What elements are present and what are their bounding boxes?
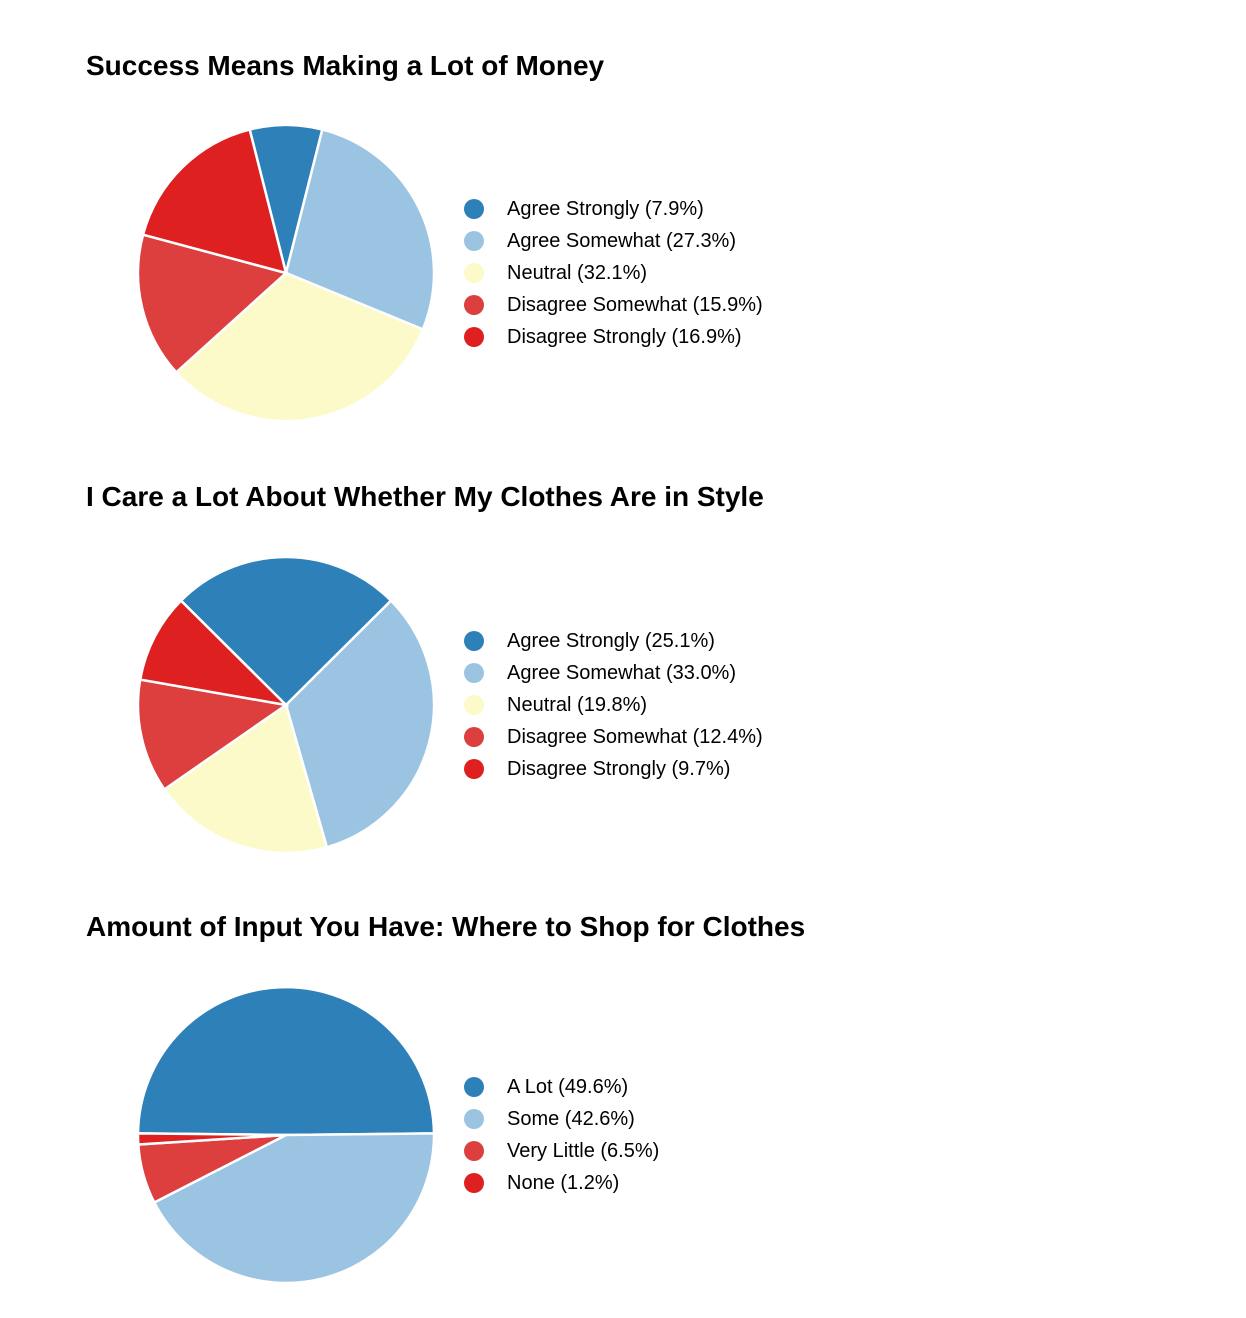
legend-label: Disagree Somewhat (15.9%) <box>507 293 763 316</box>
legend-swatch-icon <box>464 327 484 347</box>
legend-item-none: None (1.2%) <box>464 1167 659 1199</box>
pie-slice-neutral <box>162 702 329 855</box>
legend-label: Some (42.6%) <box>507 1107 635 1130</box>
pie-slice-disagree-somewhat <box>136 678 290 792</box>
legend-swatch-icon <box>464 1077 484 1097</box>
pie-slice-some <box>152 1132 436 1285</box>
legend-label: None (1.2%) <box>507 1171 620 1194</box>
legend-swatch-icon <box>464 1173 484 1193</box>
pie-slice-agree-somewhat <box>284 598 436 849</box>
legend-label: Very Little (6.5%) <box>507 1139 660 1162</box>
legend-item-disagree-strongly: Disagree Strongly (9.7%) <box>464 753 763 785</box>
pie-slice-disagree-strongly <box>138 598 290 707</box>
pie-slice-none <box>136 1132 287 1146</box>
legend-swatch-icon <box>464 631 484 651</box>
legend-item-agree-strongly: Agree Strongly (25.1%) <box>464 625 763 657</box>
legend-1: Agree Strongly (7.9%) Agree Somewhat (27.… <box>464 193 763 353</box>
legend-label: A Lot (49.6%) <box>507 1075 629 1098</box>
legend-item-agree-strongly: Agree Strongly (7.9%) <box>464 193 763 225</box>
legend-swatch-icon <box>464 695 484 715</box>
legend-label: Disagree Strongly (9.7%) <box>507 757 731 780</box>
legend-label: Neutral (32.1%) <box>507 261 648 284</box>
legend-swatch-icon <box>464 663 484 683</box>
pie-slice-agree-strongly <box>179 555 393 707</box>
legend-item-disagree-somewhat: Disagree Somewhat (15.9%) <box>464 289 763 321</box>
legend-item-agree-somewhat: Agree Somewhat (27.3%) <box>464 225 763 257</box>
legend-swatch-icon <box>464 759 484 779</box>
legend-label: Disagree Strongly (16.9%) <box>507 325 742 348</box>
legend-swatch-icon <box>464 727 484 747</box>
pie-chart-1 <box>136 123 436 423</box>
legend-3: A Lot (49.6%) Some (42.6%) Very Little (6.… <box>464 1071 659 1199</box>
pie-slice-agree-somewhat <box>284 128 436 332</box>
legend-label: Disagree Somewhat (12.4%) <box>507 725 763 748</box>
legend-label: Agree Strongly (25.1%) <box>507 629 715 652</box>
legend-swatch-icon <box>464 231 484 251</box>
pie-chart-2 <box>136 555 436 855</box>
legend-2: Agree Strongly (25.1%) Agree Somewhat (33… <box>464 625 763 785</box>
chart-1-title: Success Means Making a Lot of Money <box>86 50 605 81</box>
legend-item-very-little: Very Little (6.5%) <box>464 1135 659 1167</box>
pie-chart-3 <box>136 985 436 1285</box>
legend-label: Agree Somewhat (33.0%) <box>507 661 737 684</box>
legend-swatch-icon <box>464 295 484 315</box>
pie-slice-disagree-strongly <box>141 128 288 275</box>
pie-slice-a-lot <box>136 985 436 1137</box>
pie-slice-disagree-somewhat <box>136 233 289 375</box>
legend-item-agree-somewhat: Agree Somewhat (33.0%) <box>464 657 763 689</box>
chart-3-title: Amount of Input You Have: Where to Shop … <box>86 911 806 942</box>
pie-slice-neutral <box>174 271 425 423</box>
legend-item-neutral: Neutral (19.8%) <box>464 689 763 721</box>
legend-swatch-icon <box>464 199 484 219</box>
chart-2-title: I Care a Lot About Whether My Clothes Ar… <box>86 481 764 512</box>
legend-item-disagree-somewhat: Disagree Somewhat (12.4%) <box>464 721 763 753</box>
legend-item-neutral: Neutral (32.1%) <box>464 257 763 289</box>
legend-swatch-icon <box>464 263 484 283</box>
legend-swatch-icon <box>464 1141 484 1161</box>
legend-item-disagree-strongly: Disagree Strongly (16.9%) <box>464 321 763 353</box>
legend-swatch-icon <box>464 1109 484 1129</box>
legend-item-some: Some (42.6%) <box>464 1103 659 1135</box>
legend-label: Agree Strongly (7.9%) <box>507 197 704 220</box>
legend-label: Agree Somewhat (27.3%) <box>507 229 737 252</box>
legend-item-a-lot: A Lot (49.6%) <box>464 1071 659 1103</box>
legend-label: Neutral (19.8%) <box>507 693 648 716</box>
